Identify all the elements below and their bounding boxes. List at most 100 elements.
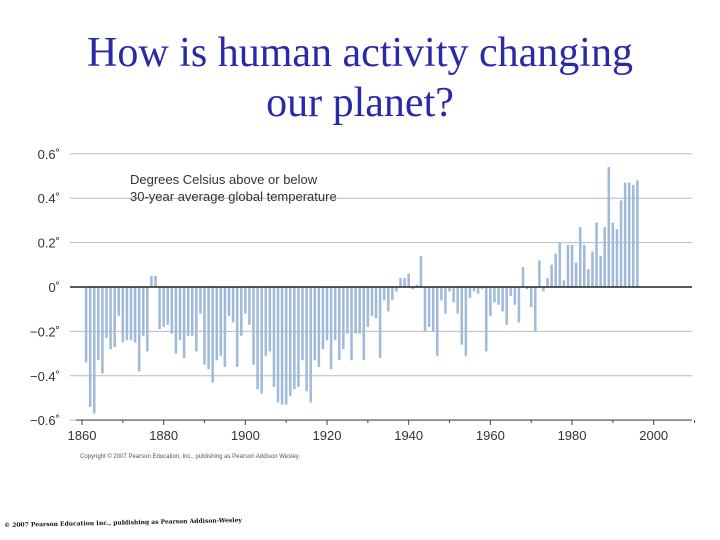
anomaly-bar <box>133 287 137 343</box>
anomaly-bar <box>178 287 182 341</box>
anomaly-bar <box>362 287 366 361</box>
anomaly-bar <box>92 287 96 414</box>
anomaly-bar <box>329 287 333 370</box>
anomaly-bar <box>219 287 223 356</box>
anomaly-bar <box>427 287 431 327</box>
x-tick-label: 1860 <box>68 428 97 443</box>
anomaly-bar <box>276 287 280 403</box>
anomaly-bar <box>378 287 382 359</box>
anomaly-bar <box>289 287 292 396</box>
anomaly-bar <box>615 229 619 287</box>
anomaly-bar <box>366 287 370 327</box>
anomaly-bar <box>464 287 468 356</box>
anomaly-bar <box>182 287 186 359</box>
anomaly-bar <box>174 287 178 354</box>
anomaly-bar <box>280 287 284 405</box>
anomaly-bar <box>166 287 170 325</box>
anomaly-bar <box>162 287 165 327</box>
anomaly-bar <box>227 287 231 316</box>
anomaly-bar <box>607 167 611 287</box>
chart-annotation-line-2: 30-year average global temperature <box>130 189 337 204</box>
anomaly-bar <box>399 278 402 287</box>
anomaly-bar <box>566 244 570 287</box>
anomaly-bar <box>105 287 108 339</box>
anomaly-bar <box>346 287 349 334</box>
anomaly-bar <box>309 287 312 403</box>
chart-annotation-line-1: Degrees Celsius above or below <box>130 172 318 187</box>
anomaly-bar <box>137 287 141 372</box>
anomaly-bar <box>395 287 398 292</box>
anomaly-bar <box>354 287 357 334</box>
anomaly-bar <box>305 287 308 392</box>
anomaly-bar <box>321 287 325 350</box>
anomaly-bar <box>387 287 390 312</box>
anomaly-bar <box>529 287 533 307</box>
y-tick-label: 0.4˚ <box>38 191 60 206</box>
chart-copyright: Copyright © 2007 Pearson Education, Inc.… <box>80 454 300 460</box>
anomaly-bar <box>338 287 341 361</box>
x-tick-label: 1980 <box>558 428 587 443</box>
anomaly-bar <box>350 287 353 361</box>
anomaly-bar <box>542 287 545 292</box>
y-tick-label: −0.2˚ <box>30 324 60 339</box>
anomaly-bar <box>170 287 174 334</box>
anomaly-bar <box>468 287 472 299</box>
anomaly-bar <box>521 267 525 287</box>
anomaly-bar <box>587 269 590 287</box>
x-tick-label: 1900 <box>231 428 260 443</box>
anomaly-bar <box>158 287 161 330</box>
anomaly-bar <box>101 287 104 374</box>
anomaly-bar <box>460 287 464 345</box>
anomaly-bar <box>358 287 361 334</box>
anomaly-bar <box>574 262 578 287</box>
y-tick-label: 0˚ <box>48 280 60 295</box>
anomaly-bar <box>150 275 153 287</box>
anomaly-bar <box>370 287 374 316</box>
anomaly-bar <box>84 287 88 363</box>
anomaly-bar <box>231 287 235 323</box>
anomaly-bar <box>301 287 304 361</box>
anomaly-bar <box>391 287 394 301</box>
anomaly-bar <box>121 287 125 343</box>
anomaly-bar <box>244 287 247 314</box>
anomaly-bar <box>546 278 549 287</box>
anomaly-bar <box>125 287 129 341</box>
y-tick-label: 0.2˚ <box>38 236 60 251</box>
anomaly-bar <box>252 287 255 365</box>
anomaly-bar <box>313 287 317 361</box>
y-tick-label: −0.4˚ <box>30 369 60 384</box>
slide-title-line-1: How is human activity changing <box>87 30 633 76</box>
anomaly-bar <box>554 253 557 287</box>
anomaly-bar <box>211 287 214 383</box>
anomaly-bar <box>141 287 145 336</box>
anomaly-bar <box>448 287 451 292</box>
anomaly-bar <box>297 287 300 387</box>
y-tick-label: −0.6˚ <box>30 413 60 428</box>
anomaly-bar <box>129 287 133 341</box>
anomaly-bar <box>534 287 537 332</box>
anomaly-bar <box>436 287 439 356</box>
anomaly-bar <box>456 287 459 314</box>
axes: 0.6˚ 0.4˚ 0.2˚ 0˚ −0.2˚ −0.4˚ −0.6˚ 1860 1880 190… <box>30 147 696 443</box>
anomaly-bar <box>591 251 594 287</box>
x-tick-label: 1920 <box>313 428 342 443</box>
anomaly-bar <box>431 287 435 332</box>
anomaly-bar <box>485 287 488 352</box>
anomaly-bar <box>215 287 219 361</box>
anomaly-bar <box>611 222 615 287</box>
anomaly-bar <box>419 255 423 287</box>
anomaly-bar <box>562 280 566 287</box>
anomaly-bar <box>207 287 210 370</box>
anomaly-bar <box>513 287 517 305</box>
anomaly-bar <box>558 242 562 287</box>
anomaly-bar <box>264 287 268 356</box>
anomaly-bar <box>374 287 378 319</box>
anomaly-bar <box>627 182 631 287</box>
anomaly-bar <box>452 287 455 303</box>
anomaly-bar <box>595 222 598 287</box>
anomaly-bar <box>619 200 623 287</box>
anomaly-bar <box>538 260 541 287</box>
anomaly-bar <box>97 287 100 361</box>
anomaly-bar <box>632 184 635 287</box>
anomaly-bar <box>342 287 345 350</box>
